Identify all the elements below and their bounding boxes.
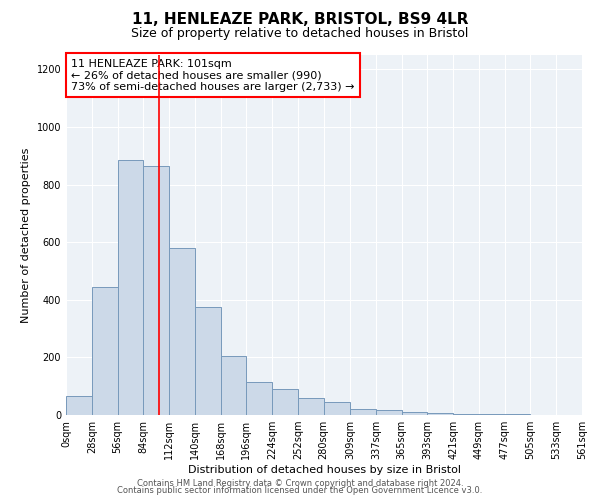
Bar <box>118 160 143 415</box>
X-axis label: Distribution of detached houses by size in Bristol: Distribution of detached houses by size … <box>187 465 461 475</box>
Y-axis label: Number of detached properties: Number of detached properties <box>21 148 31 322</box>
Bar <box>298 398 323 415</box>
Bar <box>195 307 221 415</box>
Bar <box>272 389 298 415</box>
Bar <box>427 412 453 415</box>
Bar <box>479 414 505 415</box>
Bar <box>66 396 92 415</box>
Bar <box>505 414 530 415</box>
Bar <box>350 408 376 415</box>
Text: 11 HENLEAZE PARK: 101sqm
← 26% of detached houses are smaller (990)
73% of semi-: 11 HENLEAZE PARK: 101sqm ← 26% of detach… <box>71 58 355 92</box>
Text: Contains HM Land Registry data © Crown copyright and database right 2024.: Contains HM Land Registry data © Crown c… <box>137 478 463 488</box>
Text: Contains public sector information licensed under the Open Government Licence v3: Contains public sector information licen… <box>118 486 482 495</box>
Bar <box>323 402 350 415</box>
Bar <box>453 414 479 415</box>
Bar <box>92 287 118 415</box>
Bar <box>376 410 402 415</box>
Bar <box>221 356 246 415</box>
Text: 11, HENLEAZE PARK, BRISTOL, BS9 4LR: 11, HENLEAZE PARK, BRISTOL, BS9 4LR <box>132 12 468 28</box>
Bar <box>246 382 272 415</box>
Bar <box>402 412 427 415</box>
Text: Size of property relative to detached houses in Bristol: Size of property relative to detached ho… <box>131 28 469 40</box>
Bar <box>169 248 195 415</box>
Bar <box>143 166 169 415</box>
